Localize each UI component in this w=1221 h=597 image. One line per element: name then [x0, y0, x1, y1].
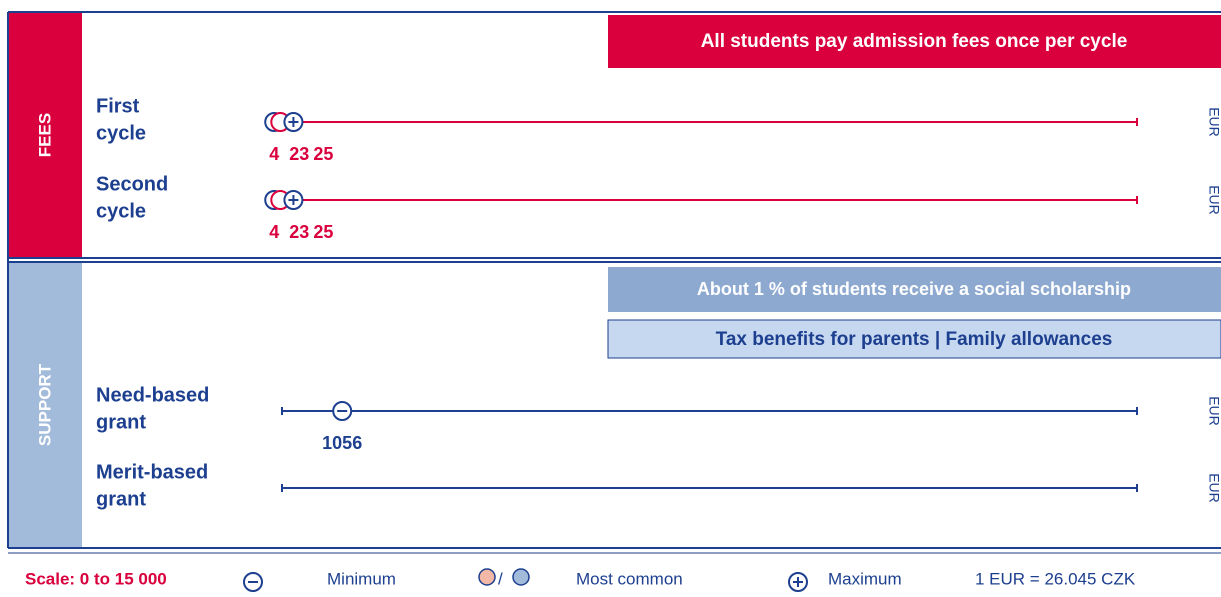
legend-text: Maximum [828, 569, 902, 588]
section-band [9, 13, 82, 257]
maximum-marker [788, 572, 808, 592]
banner-text: About 1 % of students receive a social s… [697, 279, 1131, 299]
maximum-marker [283, 190, 304, 210]
unit-label: EUR [1206, 107, 1221, 137]
value-label: 1056 [322, 433, 362, 453]
row-label: grant [96, 411, 146, 433]
value-label: 23 [289, 222, 309, 242]
minimum-marker [332, 401, 353, 421]
row-label: cycle [96, 200, 146, 222]
banner [608, 267, 1221, 312]
row-label: Merit-based [96, 461, 208, 483]
section-label: FEES [35, 113, 54, 157]
maximum-marker [283, 112, 304, 132]
legend-text: Most common [576, 569, 683, 588]
unit-label: EUR [1206, 473, 1221, 503]
banner [608, 15, 1221, 68]
value-label: 23 [289, 144, 309, 164]
legend-scale: Scale: 0 to 15 000 [25, 569, 167, 588]
legend-icon [478, 568, 496, 586]
row-label: Need-based [96, 384, 209, 406]
row-label: grant [96, 488, 146, 510]
value-label: 4 [269, 144, 279, 164]
row-label: Second [96, 173, 168, 195]
minimum-marker [243, 572, 263, 592]
row-label: First [96, 95, 140, 117]
banner-text: All students pay admission fees once per… [701, 31, 1128, 52]
legend-text: 1 EUR = 26.045 CZK [975, 569, 1136, 588]
row-label: cycle [96, 122, 146, 144]
banner [607, 319, 1221, 359]
value-label: 25 [313, 222, 333, 242]
legend-icon [512, 568, 530, 586]
unit-label: EUR [1206, 185, 1221, 215]
banner-text: Tax benefits for parents | Family allowa… [716, 329, 1113, 350]
value-label: 25 [313, 144, 333, 164]
unit-label: EUR [1206, 396, 1221, 426]
section-label: SUPPORT [35, 363, 54, 446]
legend-text: / [498, 569, 503, 588]
value-label: 4 [269, 222, 279, 242]
legend-text: Minimum [327, 569, 396, 588]
section-band [9, 263, 82, 547]
